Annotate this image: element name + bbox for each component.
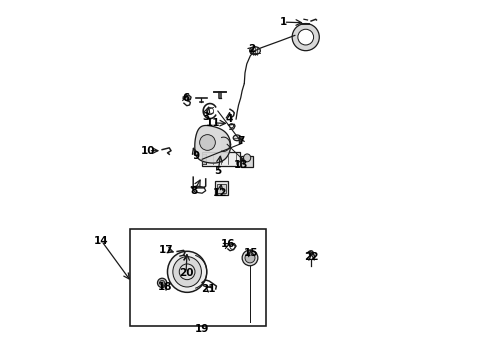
Circle shape [242,250,258,266]
Bar [215,181,228,195]
Ellipse shape [249,47,260,55]
Polygon shape [195,126,231,163]
Text: 14: 14 [94,236,109,246]
Text: 2: 2 [248,44,256,54]
Text: 5: 5 [215,166,222,176]
Ellipse shape [233,135,241,141]
Text: 6: 6 [182,93,190,103]
Text: 20: 20 [179,268,194,278]
Text: 19: 19 [195,324,209,334]
Bar [242,156,253,167]
Text: 4: 4 [225,113,233,123]
Text: 9: 9 [192,151,199,161]
Text: 21: 21 [201,284,216,294]
Text: 13: 13 [233,159,248,170]
Circle shape [292,23,319,51]
Bar [202,154,206,163]
Circle shape [199,135,215,150]
Circle shape [298,29,314,45]
Text: 8: 8 [191,186,198,196]
Text: 1: 1 [280,17,287,27]
Text: 12: 12 [213,188,227,198]
Text: 11: 11 [206,118,220,128]
Text: 7: 7 [237,136,245,146]
Circle shape [157,278,167,288]
Text: 16: 16 [221,239,236,249]
Ellipse shape [244,154,251,162]
Text: 10: 10 [141,146,156,156]
Text: 3: 3 [202,112,209,122]
Polygon shape [221,137,230,152]
Ellipse shape [173,257,201,287]
Circle shape [179,264,195,280]
Text: 17: 17 [159,245,174,255]
Text: 15: 15 [244,248,258,258]
Ellipse shape [168,251,207,292]
Bar [218,184,226,193]
Text: 22: 22 [304,252,319,262]
Bar [202,152,240,166]
Circle shape [245,253,255,263]
Text: 18: 18 [157,282,172,292]
Bar [130,229,266,326]
Circle shape [160,280,165,285]
